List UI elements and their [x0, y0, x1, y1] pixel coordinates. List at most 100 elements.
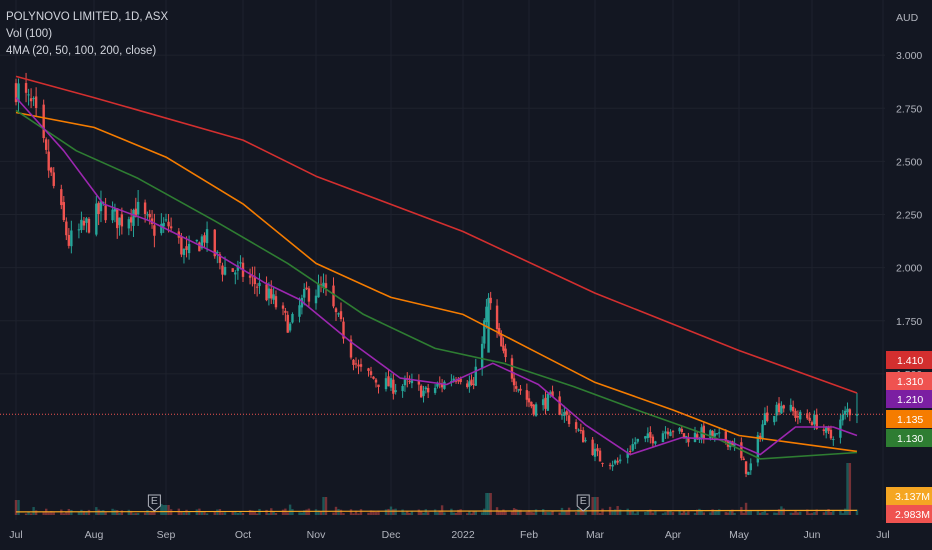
price-badge-label: 1.130 — [897, 433, 923, 445]
legend-volume[interactable]: Vol (100) — [6, 28, 53, 40]
volume-bar — [150, 511, 154, 515]
candle-body — [234, 272, 237, 275]
volume-bar — [504, 511, 507, 515]
chart-legend: POLYNOVO LIMITED, 1D, ASX Vol (100) 4MA … — [6, 9, 168, 60]
volume-bar — [698, 508, 701, 515]
candle-body — [70, 230, 73, 247]
legend-symbol[interactable]: POLYNOVO LIMITED, 1D, ASX — [6, 11, 169, 23]
volume-bar — [62, 513, 66, 515]
volume-bar — [731, 509, 734, 515]
volume-bar — [349, 509, 353, 515]
x-tick-label: Feb — [520, 529, 538, 541]
candle-body — [332, 285, 335, 307]
candle-body — [696, 434, 699, 438]
candle-body — [113, 208, 117, 212]
volume-bar — [195, 509, 198, 515]
volume-bar — [213, 511, 216, 515]
candle-body — [162, 222, 165, 227]
candle-body — [120, 214, 124, 227]
volume-bar — [651, 512, 655, 515]
volume-bar — [729, 510, 732, 515]
candle-body — [457, 380, 460, 382]
volume-bar — [200, 511, 204, 515]
volume-bar — [839, 509, 842, 515]
volume-bar — [551, 511, 554, 515]
candle-body — [544, 397, 547, 409]
candle-body — [300, 297, 304, 308]
earnings-marker[interactable] — [147, 494, 161, 512]
volume-bar — [221, 512, 224, 515]
candle-body — [636, 438, 639, 442]
candle-body — [403, 379, 407, 386]
volume-bar — [791, 512, 795, 515]
volume-bar — [843, 508, 847, 515]
volume-bar — [440, 505, 444, 515]
earnings-marker[interactable] — [576, 494, 590, 512]
volume-bar — [749, 510, 752, 515]
candle-body — [111, 209, 114, 221]
y-tick-label: 2.500 — [896, 156, 922, 168]
y-tick-label: 1.750 — [896, 316, 922, 328]
grid-lines — [0, 0, 885, 520]
volume-bar — [272, 511, 275, 515]
candle-body — [693, 432, 697, 442]
volume-bar — [649, 509, 652, 515]
volume-badge-label: 2.983M — [895, 509, 930, 521]
volume-bar — [601, 508, 604, 515]
volume-badge-label: 3.137M — [895, 491, 930, 503]
candle-body — [424, 387, 428, 390]
volume-bar — [510, 510, 514, 515]
volume-bar — [563, 510, 566, 515]
candle-body — [410, 380, 414, 384]
candle-body — [480, 343, 484, 368]
legend-ma[interactable]: 4MA (20, 50, 100, 200, close) — [6, 45, 157, 57]
candle-body — [485, 306, 488, 323]
candle-body — [500, 334, 503, 347]
candle-body — [829, 429, 833, 439]
candle-body — [791, 406, 795, 412]
candle-body — [682, 433, 686, 438]
candle-body — [440, 383, 444, 388]
candle-body — [608, 464, 612, 466]
volume-bar — [726, 512, 730, 515]
candle-body — [613, 460, 617, 464]
candle-body — [104, 205, 107, 221]
candle-body — [187, 243, 191, 254]
candle-body — [654, 441, 657, 444]
volume-bar — [841, 513, 844, 515]
candle-body — [384, 378, 388, 390]
price-badge — [886, 429, 932, 447]
candle-body — [549, 392, 552, 395]
ma-line-ma-20[interactable] — [15, 97, 858, 456]
candle-body — [489, 297, 492, 304]
volume-bar — [744, 502, 748, 515]
candle-body — [218, 254, 222, 263]
volume-bar — [644, 511, 647, 515]
candle-body — [806, 413, 809, 419]
candle-body — [546, 393, 550, 411]
candle-body — [164, 219, 168, 221]
x-tick-label: Sep — [157, 529, 176, 541]
volume-bar — [182, 512, 186, 515]
volume-badge — [886, 487, 932, 505]
ma-line-ma-50[interactable] — [15, 109, 858, 460]
volume-bar — [497, 511, 501, 515]
ma-line-ma-200[interactable] — [15, 75, 858, 394]
candle-body — [288, 323, 292, 331]
volume-bar — [724, 512, 727, 515]
candle-body — [565, 411, 568, 415]
candle-body — [185, 246, 188, 250]
candle-body — [472, 383, 475, 385]
volume-bar — [618, 509, 622, 515]
candle-body — [52, 172, 55, 186]
candle-body — [394, 390, 397, 393]
volume-bar — [671, 512, 675, 515]
candle-body — [14, 83, 18, 103]
candle-body — [127, 219, 131, 229]
candle-body — [255, 286, 259, 288]
volume-bar — [591, 497, 594, 515]
candle-body — [216, 251, 219, 254]
candle-body — [664, 431, 667, 434]
